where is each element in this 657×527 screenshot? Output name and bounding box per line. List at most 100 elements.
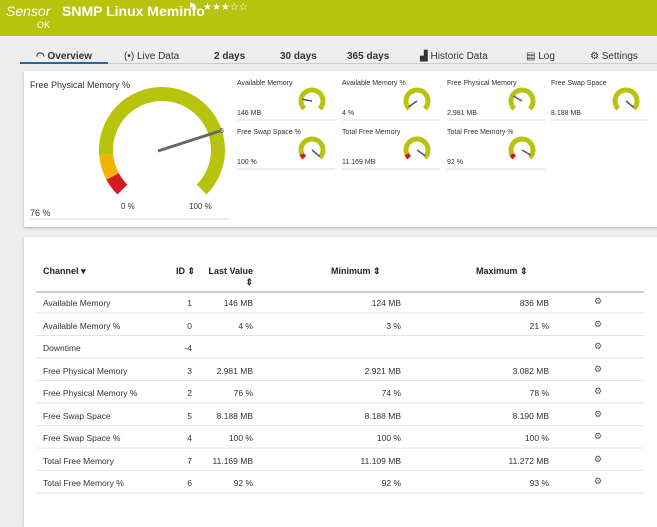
cell-last: 76 % (233, 388, 253, 398)
gauge-arc (613, 104, 621, 111)
channel-settings-icon[interactable]: ⚙ (594, 296, 603, 306)
cell-min: 100 % (376, 433, 401, 443)
cell-min: 2.921 MB (364, 365, 401, 376)
cell-last: 8.188 MB (216, 410, 253, 421)
mini-gauge-needle (625, 100, 635, 109)
tab[interactable]: ◠ Overview (36, 51, 92, 62)
mini-gauge-value: 100 % (237, 159, 257, 166)
gauge-scale-mark: 5 (220, 128, 224, 135)
channel-settings-icon[interactable]: ⚙ (594, 431, 603, 441)
cell-id: 1 (187, 298, 192, 308)
mini-gauge-needle (512, 95, 523, 102)
tab[interactable]: 2 days (214, 51, 246, 62)
table-panel (24, 237, 657, 527)
mini-gauge-title: Available Memory % (342, 80, 406, 87)
channel-settings-icon[interactable]: ⚙ (594, 318, 603, 329)
sensor-kind: Sensor (6, 3, 51, 19)
tab[interactable]: 365 days (347, 51, 390, 62)
cell-min: 11.109 MB (360, 455, 401, 466)
cell-last: 4 % (238, 320, 253, 331)
gauge-arc (403, 87, 431, 111)
channel-name[interactable]: Total Free Memory % (43, 478, 124, 488)
channel-name[interactable]: Free Physical Memory % (43, 388, 138, 398)
cell-last: 2.981 MB (216, 365, 253, 376)
tab[interactable]: 30 days (280, 51, 317, 62)
cell-max: 93 % (529, 478, 549, 488)
gauge-arc (404, 104, 412, 111)
gauge-arc (509, 104, 517, 111)
mini-gauge-value: 11.169 MB (342, 159, 376, 166)
cell-last: 146 MB (223, 298, 253, 308)
channel-name[interactable]: Free Swap Space % (43, 433, 121, 443)
cell-id: 3 (187, 365, 192, 376)
cell-max: 8.190 MB (512, 410, 549, 421)
cell-min: 92 % (381, 478, 401, 488)
cell-last: 11.169 MB (212, 455, 253, 466)
channel-settings-icon[interactable]: ⚙ (594, 453, 603, 464)
mini-gauge-title: Free Swap Space % (237, 129, 301, 136)
channel-name[interactable]: Downtime (43, 343, 81, 353)
mini-gauge-title: Free Swap Space (551, 80, 607, 87)
cell-min: 124 MB (371, 298, 401, 308)
gauge-arc (508, 87, 536, 111)
mini-gauge-needle (416, 149, 426, 157)
gauge-value: 76 % (30, 208, 51, 218)
cell-min: 74 % (381, 388, 401, 398)
cell-max: 836 MB (519, 298, 549, 308)
channel-settings-icon[interactable]: ⚙ (594, 341, 603, 351)
cell-id: 0 (187, 320, 192, 331)
column-header[interactable]: Channel ▾ (43, 266, 86, 276)
channel-settings-icon[interactable]: ⚙ (594, 386, 603, 396)
cell-id: 4 (187, 433, 192, 443)
gauge-arc (298, 136, 326, 160)
cell-max: 3.082 MB (512, 365, 549, 376)
channel-name[interactable]: Total Free Memory (43, 455, 114, 466)
mini-gauge-value: 4 % (342, 110, 355, 117)
mini-gauge-needle (521, 149, 532, 156)
cell-id: 2 (187, 388, 192, 398)
tab[interactable]: (•) Live Data (124, 51, 180, 62)
cell-last: 92 % (233, 478, 253, 488)
gauge-arc (612, 87, 640, 111)
channel-settings-icon[interactable]: ⚙ (594, 476, 603, 486)
gauge-arc (298, 87, 326, 111)
channel-name[interactable]: Free Swap Space (43, 410, 111, 421)
sensor-name: SNMP Linux Meminfo (62, 3, 205, 19)
cell-last: 100 % (228, 433, 253, 443)
channel-settings-icon[interactable]: ⚙ (594, 408, 603, 419)
mini-gauge-title: Available Memory (237, 80, 293, 87)
gauge-arc (509, 153, 517, 160)
gauge-arc (508, 136, 536, 160)
channel-name[interactable]: Free Physical Memory (43, 365, 128, 376)
gauge-arc (299, 104, 307, 111)
gauge-arc (299, 153, 307, 160)
channel-name[interactable]: Available Memory (43, 298, 111, 308)
cell-id: -4 (184, 343, 192, 353)
mini-gauge-title: Total Free Memory % (447, 129, 514, 136)
mini-gauge-value: 146 MB (237, 110, 262, 117)
channel-settings-icon[interactable]: ⚙ (594, 363, 603, 374)
column-header[interactable]: ID ⇕ (176, 266, 196, 276)
tab[interactable]: ▟ Historic Data (420, 51, 488, 62)
priority-stars[interactable]: ★★★☆☆ (203, 2, 248, 13)
mini-gauge-title: Free Physical Memory (447, 80, 517, 87)
flag-icon[interactable]: ⚑ (188, 2, 197, 13)
column-header[interactable]: Last Value ⇕ (208, 266, 253, 287)
column-header[interactable]: Maximum ⇕ (476, 266, 528, 276)
cell-id: 6 (187, 478, 192, 488)
tab-divider (20, 63, 657, 64)
column-header[interactable]: Minimum ⇕ (331, 266, 381, 276)
cell-max: 78 % (529, 388, 549, 398)
tab[interactable]: ⚙ Settings (590, 51, 638, 62)
channel-name[interactable]: Available Memory % (43, 320, 121, 331)
gauge-arc (403, 136, 431, 160)
cell-id: 7 (187, 455, 192, 466)
cell-max: 11.272 MB (508, 455, 549, 466)
gauge-arc (99, 153, 119, 180)
tab[interactable]: ▤ Log (526, 51, 555, 62)
cell-min: 8.188 MB (364, 410, 401, 421)
cell-min: 3 % (386, 320, 401, 331)
gauge-arc (106, 172, 128, 195)
sensor-status: OK (37, 20, 51, 30)
